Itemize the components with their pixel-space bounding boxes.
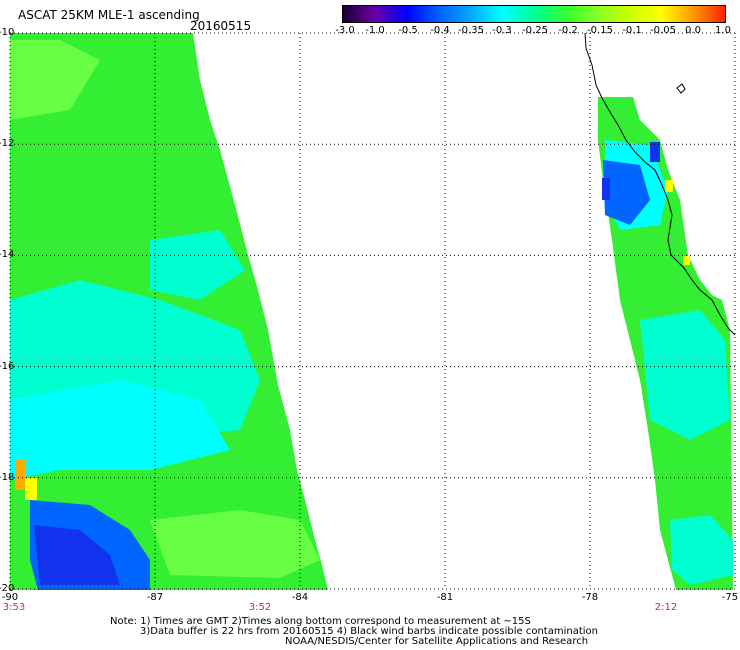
notes: Note: 1) Times are GMT 2)Times along bot…: [110, 617, 610, 647]
colorbar-tick: -3.0: [335, 25, 355, 36]
colorbar-tick: -0.05: [650, 25, 676, 36]
left-swath-aqua-area: [10, 380, 230, 480]
colorbar-tick: -0.4: [430, 25, 450, 36]
colorbar-tick: -1.0: [365, 25, 385, 36]
colorbar: [342, 5, 726, 23]
time-label: 3:52: [248, 602, 272, 613]
left-swath-orange-cell: [15, 460, 25, 490]
right-swath-lower-cyan: [670, 515, 733, 585]
left-swath-yellow-cell: [25, 478, 37, 500]
right-swath-yellow-cell-2: [683, 256, 690, 265]
latitude-label: -14: [0, 249, 15, 261]
left-swath-cyan-patch: [150, 230, 245, 300]
latitude-label: -18: [0, 471, 15, 483]
longitude-label: -87: [146, 592, 164, 603]
latitude-label: -10: [0, 27, 15, 38]
right-swath-cyan-area: [640, 310, 730, 440]
coastline: [584, 32, 736, 336]
longitude-label: -78: [581, 592, 599, 603]
colorbar-tick: 1.0: [715, 25, 731, 36]
latitude-label: -12: [0, 138, 15, 150]
colorbar-tick: -0.3: [492, 25, 512, 36]
colorbar-tick: -0.35: [458, 25, 484, 36]
colorbar-tick: -0.5: [398, 25, 418, 36]
left-swath-dark-blue-area: [34, 525, 120, 585]
latitude-label: -20: [0, 583, 15, 594]
note-line-1: Note: 1) Times are GMT 2)Times along bot…: [110, 616, 531, 627]
longitude-label: -81: [436, 592, 454, 603]
right-swath-yellow-cell: [665, 180, 673, 192]
colorbar-tick: -0.25: [522, 25, 548, 36]
right-swath-blue-area: [603, 160, 650, 225]
colorbar-ticks: -3.0 -1.0 -0.5 -0.4 -0.35 -0.3 -0.25 -0.2 -0.15-…: [335, 25, 731, 37]
time-label: 2:12: [654, 602, 678, 613]
longitude-label: -84: [291, 592, 309, 603]
colorbar-tick: -0.1: [622, 25, 642, 36]
colorbar-tick: -0.2: [558, 25, 578, 36]
latitude-label: -16: [0, 360, 15, 372]
map-title: ASCAT 25KM MLE-1 ascending: [18, 8, 200, 22]
longitude-label: -75: [721, 592, 739, 603]
time-label: 3:53: [2, 602, 26, 613]
left-swath-lower-green: [150, 510, 320, 578]
longitude-label: -90: [1, 592, 19, 603]
colorbar-tick: 0.0: [685, 25, 701, 36]
left-swath-green-area: [10, 40, 100, 120]
map-date: 20160515: [190, 19, 252, 33]
note-line-2: 3)Data buffer is 22 hrs from 20160515 4)…: [140, 626, 598, 637]
right-swath-dark-cell: [602, 178, 610, 200]
note-line-3: NOAA/NESDIS/Center for Satellite Applica…: [285, 636, 589, 647]
colorbar-tick: -0.15: [587, 25, 613, 36]
right-swath-dark-cell-2: [650, 142, 660, 162]
lake-outline: [676, 83, 686, 94]
